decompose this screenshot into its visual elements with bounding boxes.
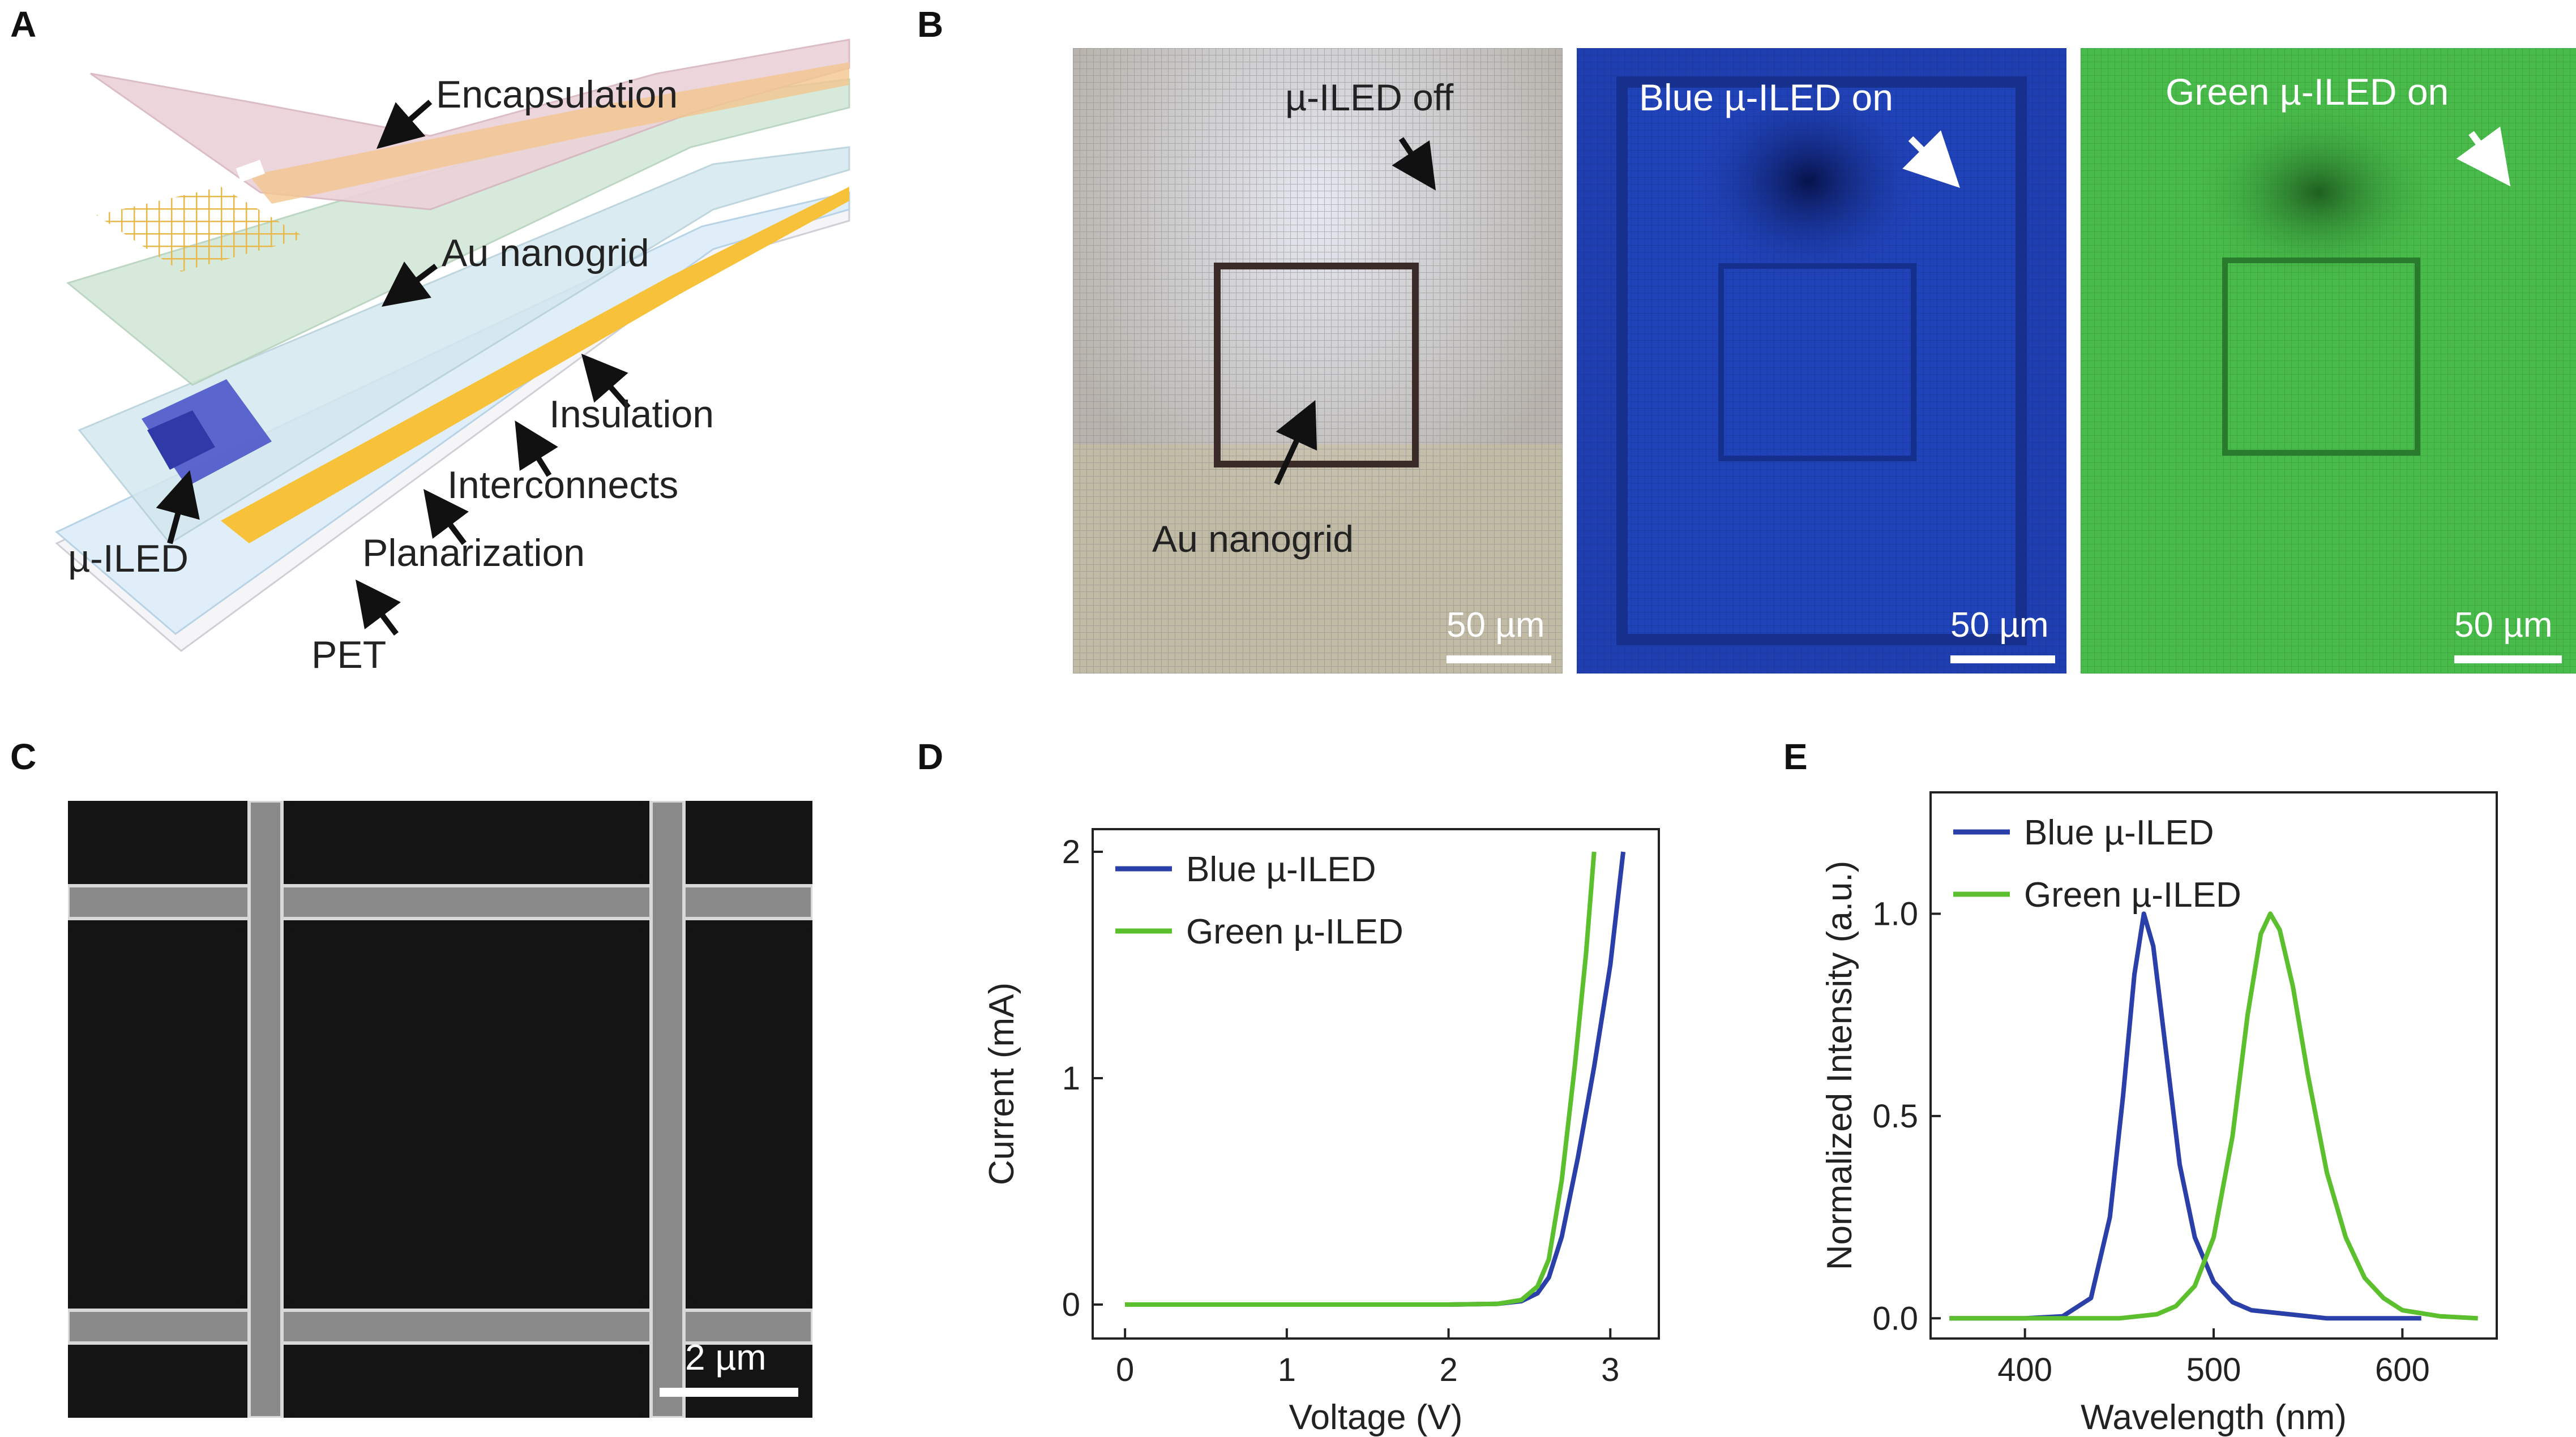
x-tick-label: 0 — [1116, 1352, 1134, 1388]
x-tick-label: 2 — [1439, 1352, 1457, 1388]
arrow-uiled — [156, 470, 200, 544]
label-planarization: Planarization — [362, 531, 585, 574]
interconnect-trace — [221, 187, 849, 543]
panel-a-schematic: Encapsulation Au nanogrid Insulation Int… — [34, 34, 906, 690]
image-blue-on: Blue µ-ILED on 50 µm — [1577, 48, 2066, 674]
y-tick-label: 0.5 — [1872, 1098, 1918, 1135]
panel-b-letter: B — [917, 4, 944, 45]
legend-label: Green µ-ILED — [1186, 912, 1403, 951]
encapsulation-layer — [90, 38, 850, 211]
arrow-interconnects — [515, 421, 558, 477]
label-encapsulation: Encapsulation — [436, 73, 678, 116]
image-green-on: Green µ-ILED on 50 µm — [2081, 48, 2576, 674]
panel-e-letter: E — [1783, 736, 1808, 777]
arrow-encapsulation — [376, 100, 433, 149]
panel-c-letter: C — [10, 736, 37, 777]
series-line-green — [1125, 851, 1597, 1307]
plot-frame — [1092, 828, 1660, 1340]
y-tick-label: 1 — [1062, 1060, 1080, 1097]
arrow-au-nanogrid — [1274, 400, 1317, 486]
panel-b-images: µ-ILED off Au nanogrid 50 µm Blue µ-ILED… — [1073, 48, 2576, 674]
label-insulation: Insulation — [549, 393, 714, 436]
legend-label: Blue µ-ILED — [1186, 850, 1376, 889]
x-tick-label: 400 — [1997, 1352, 2052, 1388]
uiled-outline-blue — [1718, 263, 1916, 461]
x-axis-label: Voltage (V) — [1289, 1398, 1463, 1437]
scale-label-sem: 2 µm — [685, 1337, 767, 1378]
arrow-planarization — [423, 489, 469, 545]
arrow-nanogrid — [382, 261, 438, 307]
y-axis-label: Normalized Intensity (a.u.) — [1820, 861, 1859, 1271]
arrow-pet — [356, 580, 401, 636]
nanogrid-mesh — [96, 187, 306, 272]
series-line-green — [1949, 911, 2478, 1321]
x-tick-label: 1 — [1278, 1352, 1296, 1388]
label-green-on: Green µ-ILED on — [2166, 71, 2449, 113]
panel-c-sem: 2 µm — [68, 801, 812, 1418]
x-tick-label: 500 — [2186, 1352, 2241, 1388]
scale-label-off: 50 µm — [1447, 606, 1545, 645]
image-uiled-off: µ-ILED off Au nanogrid 50 µm — [1073, 48, 1563, 674]
dark-spot-blue — [1690, 79, 1928, 283]
label-pet: PET — [311, 633, 386, 676]
label-nanogrid: Au nanogrid — [442, 231, 649, 274]
label-blue-on: Blue µ-ILED on — [1639, 76, 1893, 118]
panel-d-letter: D — [917, 736, 944, 777]
series-line-blue — [1949, 911, 2421, 1321]
arrow-green-on — [2456, 126, 2511, 187]
y-tick-label: 0 — [1062, 1286, 1080, 1323]
x-axis-label: Wavelength (nm) — [2081, 1398, 2347, 1437]
label-interconnects: Interconnects — [447, 464, 678, 507]
arrow-insulation — [581, 353, 631, 410]
legend-label: Green µ-ILED — [2024, 876, 2241, 915]
uiled-outline-green — [2222, 258, 2420, 456]
y-axis-label: Current (mA) — [982, 983, 1021, 1185]
iv-curve-chart: 0 1 2 3 0 1 2 Voltage (V) Current (mA) Blue µ-ILE… — [982, 828, 1660, 1437]
label-uiled-off: µ-ILED off — [1285, 76, 1454, 118]
plot-frame — [1929, 791, 2498, 1340]
x-tick-label: 600 — [2375, 1352, 2430, 1388]
scale-label-blue: 50 µm — [1950, 606, 2049, 645]
label-uiled: µ-ILED — [68, 537, 189, 580]
legend-label: Blue µ-ILED — [2024, 813, 2214, 852]
sem-grid-lines — [68, 801, 812, 1418]
uiled-outline-off — [1214, 263, 1419, 467]
scale-label-green: 50 µm — [2454, 606, 2553, 645]
panel-a-letter: A — [10, 4, 37, 45]
arrow-blue-on — [1902, 130, 1960, 188]
x-tick-label: 3 — [1601, 1352, 1619, 1388]
panel-e-chart: 400 500 600 0.0 0.5 1.0 Wavelength (nm) Normali… — [1772, 775, 2565, 1437]
arrow-uiled-off — [1392, 137, 1436, 191]
y-tick-label: 2 — [1062, 834, 1080, 870]
panel-d-chart: 0 1 2 3 0 1 2 Voltage (V) Current (mA) Blue µ-ILE… — [906, 775, 1755, 1437]
layer-stack-diagram: Encapsulation Au nanogrid Insulation Int… — [55, 38, 850, 676]
label-au-nanogrid-b: Au nanogrid — [1152, 518, 1354, 560]
y-tick-label: 1.0 — [1872, 895, 1918, 932]
dark-spot-green — [2188, 96, 2449, 289]
y-tick-label: 0.0 — [1872, 1300, 1918, 1337]
spectra-chart: 400 500 600 0.0 0.5 1.0 Wavelength (nm) Normali… — [1820, 791, 2498, 1437]
